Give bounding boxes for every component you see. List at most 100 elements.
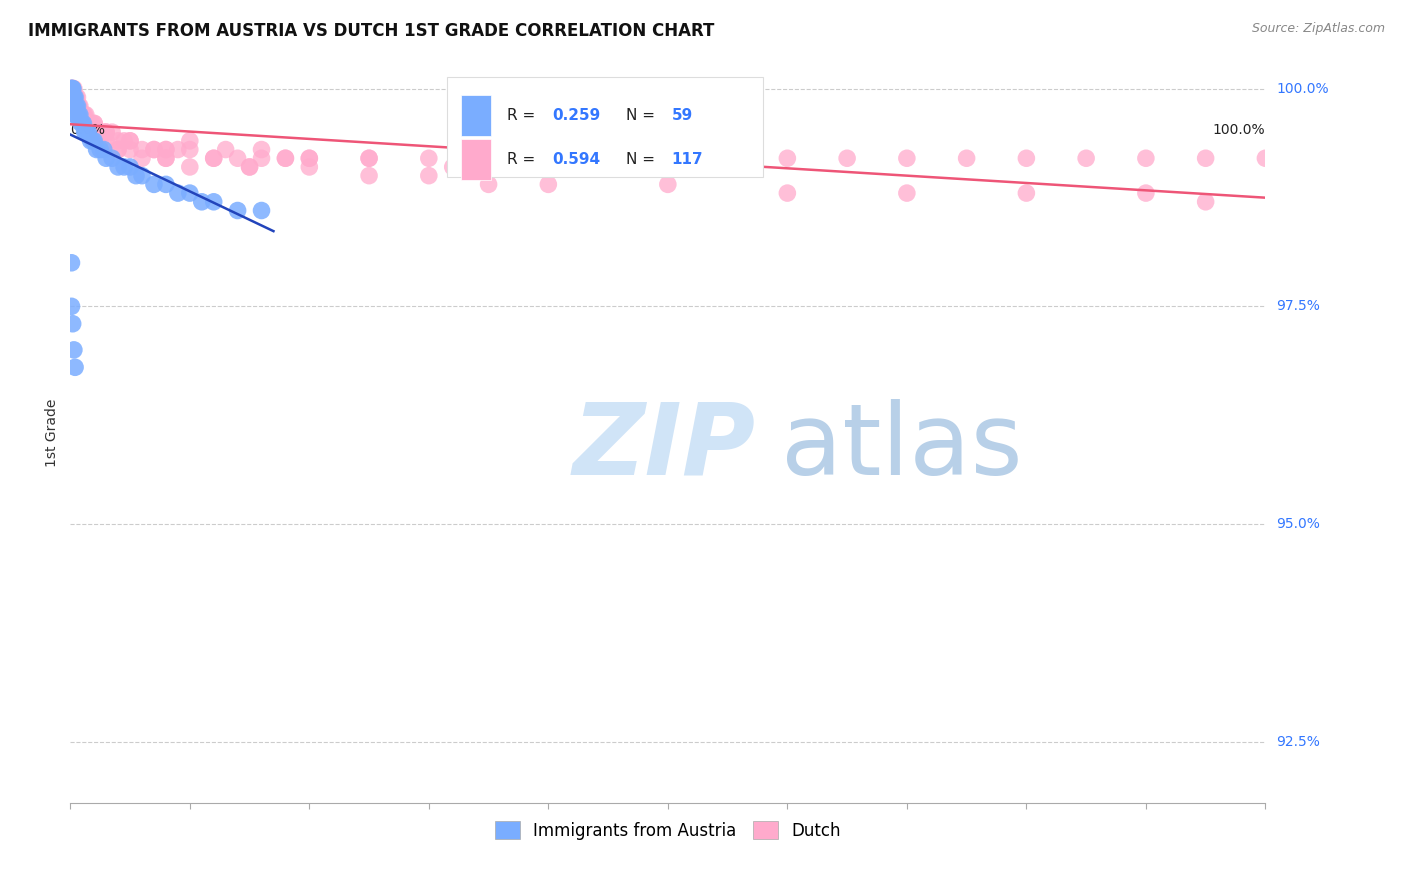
Point	[1195, 194, 1218, 209]
Point	[250, 151, 273, 165]
Point	[83, 116, 105, 130]
Point	[120, 160, 141, 174]
Point	[657, 151, 679, 165]
Y-axis label: 1st Grade: 1st Grade	[45, 399, 59, 467]
Text: 0.594: 0.594	[553, 152, 600, 167]
Text: atlas: atlas	[782, 399, 1024, 496]
Point	[478, 151, 501, 165]
Point	[1135, 151, 1157, 165]
Text: N =: N =	[626, 108, 659, 123]
Point	[226, 151, 249, 165]
Point	[125, 169, 148, 183]
Text: 100.0%: 100.0%	[1213, 123, 1265, 137]
Point	[120, 134, 141, 148]
Point	[65, 108, 87, 122]
Point	[73, 125, 96, 139]
Point	[77, 116, 100, 130]
Point	[418, 151, 440, 165]
Point	[155, 143, 177, 157]
Point	[214, 143, 236, 157]
Point	[79, 134, 101, 148]
Point	[896, 151, 918, 165]
Point	[101, 125, 124, 139]
Point	[60, 299, 83, 313]
Point	[226, 203, 249, 218]
Text: 95.0%: 95.0%	[1277, 517, 1320, 531]
Point	[274, 151, 297, 165]
Text: IMMIGRANTS FROM AUSTRIA VS DUTCH 1ST GRADE CORRELATION CHART: IMMIGRANTS FROM AUSTRIA VS DUTCH 1ST GRA…	[28, 22, 714, 40]
Point	[62, 81, 84, 95]
Point	[63, 90, 86, 104]
Point	[66, 108, 89, 122]
Point	[63, 99, 86, 113]
Point	[1135, 186, 1157, 200]
Point	[65, 90, 87, 104]
Point	[112, 160, 135, 174]
Point	[418, 169, 440, 183]
Point	[63, 90, 86, 104]
Text: Source: ZipAtlas.com: Source: ZipAtlas.com	[1251, 22, 1385, 36]
Point	[1015, 186, 1038, 200]
Point	[96, 151, 117, 165]
Point	[63, 99, 86, 113]
Point	[143, 178, 166, 192]
Point	[63, 99, 86, 113]
Point	[1015, 151, 1038, 165]
Point	[179, 143, 201, 157]
Point	[65, 108, 87, 122]
Point	[131, 151, 153, 165]
Point	[70, 116, 93, 130]
Point	[67, 108, 90, 122]
Point	[112, 134, 135, 148]
Point	[65, 99, 87, 113]
Point	[239, 160, 262, 174]
Point	[86, 143, 108, 157]
Point	[60, 81, 83, 95]
Point	[70, 108, 93, 122]
Point	[202, 151, 225, 165]
Text: 59: 59	[672, 108, 693, 123]
Point	[598, 151, 620, 165]
Point	[96, 125, 117, 139]
Point	[717, 151, 740, 165]
Point	[62, 90, 84, 104]
Point	[83, 116, 105, 130]
Point	[155, 143, 177, 157]
Point	[63, 99, 86, 113]
Point	[63, 108, 86, 122]
Point	[60, 90, 83, 104]
Point	[359, 151, 381, 165]
Point	[63, 99, 86, 113]
Point	[776, 186, 799, 200]
Point	[93, 125, 115, 139]
Point	[62, 90, 84, 104]
Point	[179, 134, 201, 148]
Point	[63, 360, 86, 375]
Point	[62, 81, 84, 95]
Point	[60, 90, 83, 104]
Point	[191, 194, 214, 209]
Point	[62, 81, 84, 95]
Point	[72, 108, 94, 122]
Point	[143, 143, 166, 157]
Point	[75, 125, 97, 139]
Point	[250, 143, 273, 157]
Point	[657, 178, 679, 192]
Point	[66, 99, 89, 113]
Point	[62, 90, 84, 104]
Point	[63, 90, 86, 104]
Point	[80, 116, 103, 130]
Point	[69, 108, 91, 122]
Point	[131, 169, 153, 183]
Point	[239, 160, 262, 174]
Point	[62, 99, 84, 113]
Point	[63, 99, 86, 113]
Point	[76, 125, 98, 139]
Point	[250, 203, 273, 218]
Text: 97.5%: 97.5%	[1277, 300, 1320, 313]
Point	[62, 81, 84, 95]
Point	[478, 178, 501, 192]
Bar	[447, 78, 763, 178]
Point	[101, 151, 124, 165]
Point	[66, 90, 89, 104]
